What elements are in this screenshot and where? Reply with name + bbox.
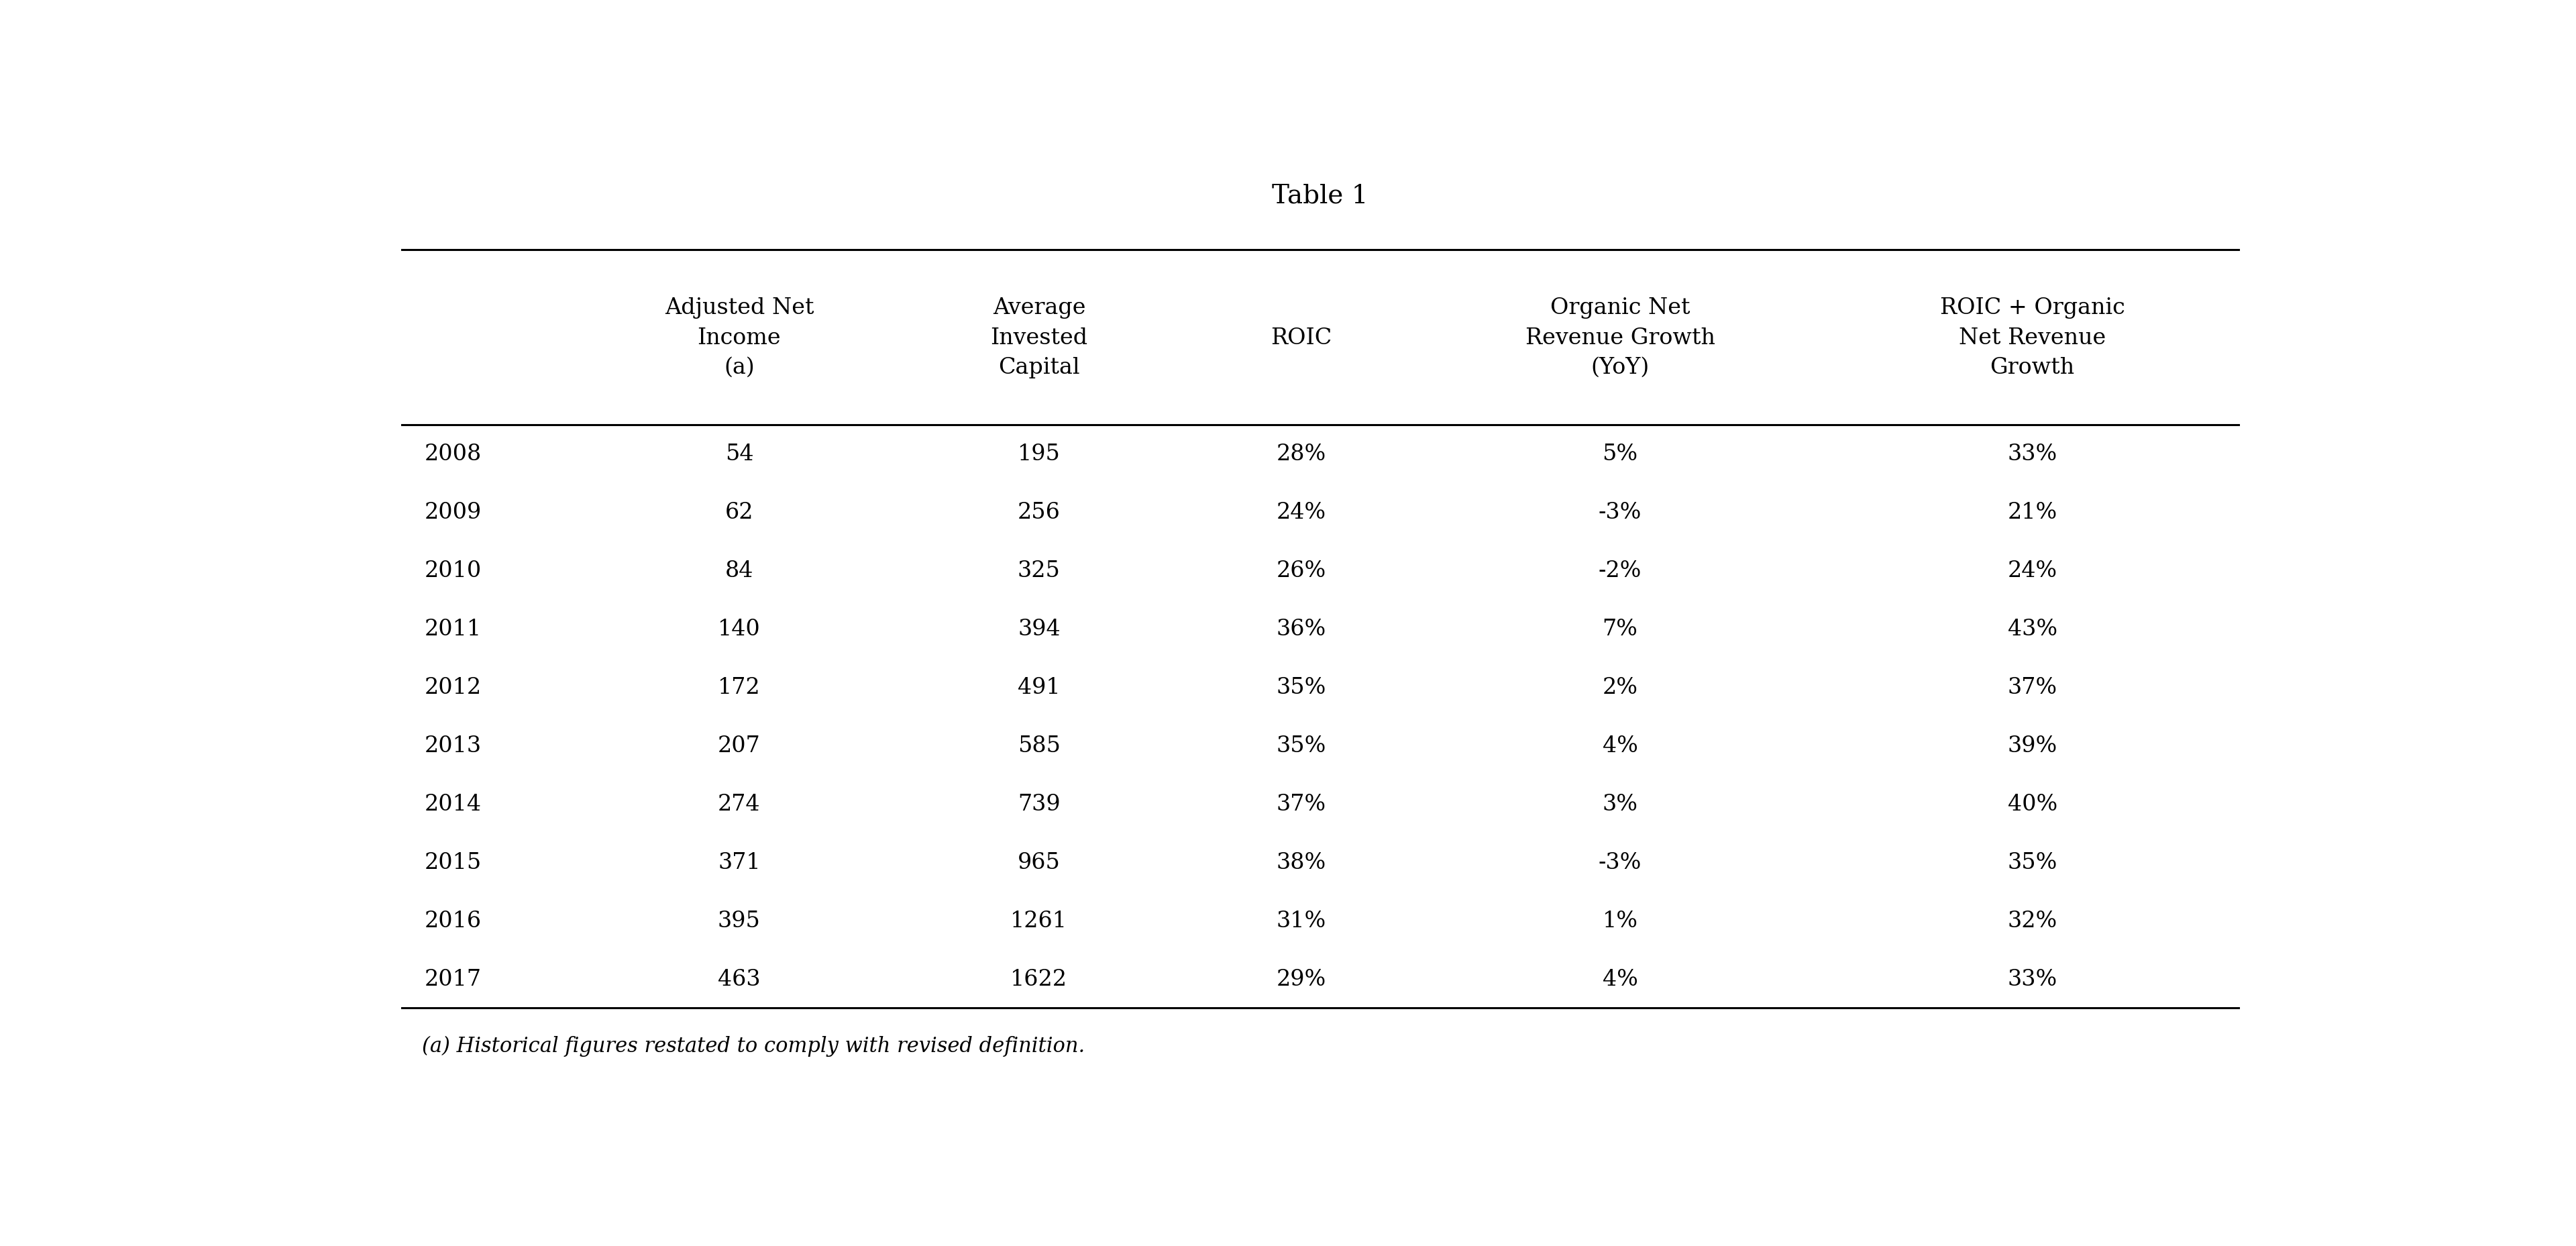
Text: 4%: 4%: [1602, 735, 1638, 756]
Text: 2%: 2%: [1602, 677, 1638, 698]
Text: 54: 54: [724, 444, 752, 465]
Text: 2008: 2008: [425, 444, 482, 465]
Text: ROIC: ROIC: [1270, 326, 1332, 349]
Text: 274: 274: [719, 794, 760, 815]
Text: 32%: 32%: [2007, 910, 2058, 932]
Text: Table 1: Table 1: [1273, 183, 1368, 208]
Text: 31%: 31%: [1278, 910, 1327, 932]
Text: 33%: 33%: [2007, 444, 2058, 465]
Text: 24%: 24%: [1278, 502, 1327, 523]
Text: 965: 965: [1018, 852, 1061, 873]
Text: 5%: 5%: [1602, 444, 1638, 465]
Text: 62: 62: [724, 502, 752, 523]
Text: 371: 371: [719, 852, 760, 873]
Text: -2%: -2%: [1600, 561, 1641, 582]
Text: 21%: 21%: [2007, 502, 2058, 523]
Text: 394: 394: [1018, 618, 1061, 640]
Text: 28%: 28%: [1278, 444, 1327, 465]
Text: 2011: 2011: [425, 618, 482, 640]
Text: 26%: 26%: [1278, 561, 1327, 582]
Text: 395: 395: [719, 910, 760, 932]
Text: 256: 256: [1018, 502, 1061, 523]
Text: 36%: 36%: [1278, 618, 1327, 640]
Text: 1261: 1261: [1010, 910, 1066, 932]
Text: 207: 207: [719, 735, 760, 756]
Text: 3%: 3%: [1602, 794, 1638, 815]
Text: 2014: 2014: [425, 794, 482, 815]
Text: 38%: 38%: [1278, 852, 1327, 873]
Text: 1622: 1622: [1010, 968, 1066, 989]
Text: 37%: 37%: [1278, 794, 1327, 815]
Text: 491: 491: [1018, 677, 1061, 698]
Text: 2017: 2017: [425, 968, 482, 989]
Text: 2015: 2015: [425, 852, 482, 873]
Text: 35%: 35%: [1278, 677, 1327, 698]
Text: 140: 140: [719, 618, 760, 640]
Text: 33%: 33%: [2007, 968, 2058, 989]
Text: 585: 585: [1018, 735, 1061, 756]
Text: 1%: 1%: [1602, 910, 1638, 932]
Text: -3%: -3%: [1600, 502, 1641, 523]
Text: 2010: 2010: [425, 561, 482, 582]
Text: 84: 84: [724, 561, 752, 582]
Text: Adjusted Net
Income
(a): Adjusted Net Income (a): [665, 297, 814, 379]
Text: 37%: 37%: [2007, 677, 2058, 698]
Text: 7%: 7%: [1602, 618, 1638, 640]
Text: 24%: 24%: [2007, 561, 2058, 582]
Text: Average
Invested
Capital: Average Invested Capital: [989, 297, 1087, 379]
Text: 35%: 35%: [2007, 852, 2058, 873]
Text: 463: 463: [719, 968, 760, 989]
Text: ROIC + Organic
Net Revenue
Growth: ROIC + Organic Net Revenue Growth: [1940, 297, 2125, 379]
Text: 39%: 39%: [2007, 735, 2058, 756]
Text: 2016: 2016: [425, 910, 482, 932]
Text: 739: 739: [1018, 794, 1061, 815]
Text: 29%: 29%: [1278, 968, 1327, 989]
Text: 43%: 43%: [2007, 618, 2058, 640]
Text: 195: 195: [1018, 444, 1061, 465]
Text: -3%: -3%: [1600, 852, 1641, 873]
Text: Organic Net
Revenue Growth
(YoY): Organic Net Revenue Growth (YoY): [1525, 297, 1716, 379]
Text: 4%: 4%: [1602, 968, 1638, 989]
Text: 40%: 40%: [2007, 794, 2058, 815]
Text: 2013: 2013: [425, 735, 482, 756]
Text: 2012: 2012: [425, 677, 482, 698]
Text: (a) Historical figures restated to comply with revised definition.: (a) Historical figures restated to compl…: [422, 1035, 1084, 1057]
Text: 172: 172: [719, 677, 760, 698]
Text: 35%: 35%: [1278, 735, 1327, 756]
Text: 2009: 2009: [425, 502, 482, 523]
Text: 325: 325: [1018, 561, 1061, 582]
